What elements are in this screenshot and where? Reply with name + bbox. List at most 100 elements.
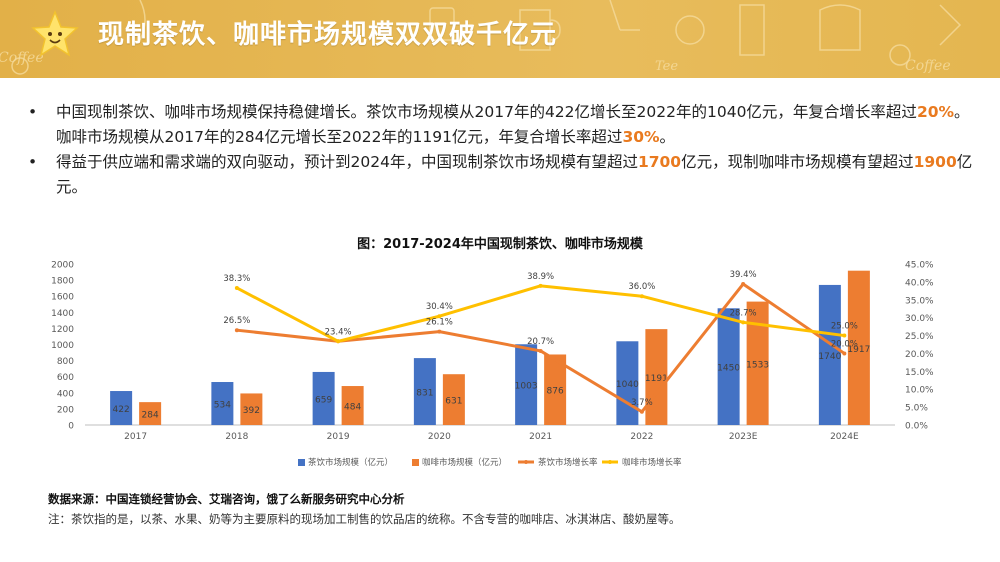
tea-bar	[413, 358, 436, 425]
right-axis-tick-label: 25.0%	[905, 332, 934, 342]
coffee-growth-point	[336, 339, 341, 344]
footnote: 注：茶饮指的是，以茶、水果、奶等为主要原料的现场加工制售的饮品店的统称。不含专营…	[48, 512, 681, 526]
bullet-text: 得益于供应端和需求端的双向驱动，预计到2024年，中国现制茶饮市场规模有望超过1…	[56, 153, 973, 196]
legend-swatch	[298, 459, 305, 466]
coffee-bar-label: 1191	[645, 374, 668, 384]
market-size-chart: 0 200 400 600 800 1000 1200 1400 1600 1800 2000 0.0…	[51, 261, 934, 469]
coffee-growth-point	[437, 314, 442, 319]
bullet-text: 中国现制茶饮、咖啡市场规模保持稳健增长。茶饮市场规模从2017年的422亿增长至…	[56, 103, 970, 146]
left-axis-tick-label: 200	[57, 405, 74, 415]
tea-growth-label: 3.7%	[631, 398, 653, 408]
tea-bar	[818, 284, 841, 425]
coffee-bar-label: 631	[445, 397, 462, 407]
right-axis-tick-label: 35.0%	[905, 296, 934, 306]
chart-title: 图：2017-2024年中国现制茶饮、咖啡市场规模	[357, 237, 643, 252]
legend-label: 茶饮市场增长率	[538, 457, 598, 468]
coffee-growth-label: 23.4%	[325, 327, 352, 337]
coffee-growth-point	[741, 320, 746, 325]
tea-growth-point	[437, 329, 442, 334]
x-axis-tick-label: 2022	[630, 432, 653, 442]
coffee-growth-label: 28.7%	[730, 308, 757, 318]
page-title: 现制茶饮、咖啡市场规模双双破千亿元	[98, 20, 558, 50]
right-axis-tick-label: 15.0%	[905, 368, 934, 378]
coffee-bar-label: 484	[344, 403, 361, 413]
right-axis-tick-label: 30.0%	[905, 314, 934, 324]
left-axis-tick-label: 1200	[51, 325, 74, 335]
left-axis-tick-label: 1000	[51, 341, 74, 351]
tea-bar	[717, 308, 740, 425]
coffee-growth-label: 30.4%	[426, 302, 453, 312]
x-axis-tick-label: 2023E	[729, 432, 758, 442]
bullet-item-2: • 得益于供应端和需求端的双向驱动，预计到2024年，中国现制茶饮市场规模有望超…	[28, 150, 978, 200]
left-axis-tick-label: 2000	[51, 261, 74, 271]
tea-bar-label: 1040	[616, 380, 639, 390]
right-axis-tick-label: 20.0%	[905, 350, 934, 360]
right-axis-tick-label: 0.0%	[905, 422, 928, 432]
tea-bar-label: 1450	[717, 364, 740, 374]
tea-growth-label: 20.0%	[831, 339, 858, 349]
coffee-bar	[544, 354, 567, 425]
tea-growth-label: 26.5%	[223, 316, 250, 326]
x-axis-tick-label: 2021	[529, 432, 552, 442]
tea-growth-point	[741, 282, 746, 287]
left-axis-tick-label: 800	[57, 357, 74, 367]
coffee-bar	[341, 386, 364, 425]
legend-swatch	[412, 459, 419, 466]
left-axis-tick-label: 1400	[51, 309, 74, 319]
bullet-dot: •	[28, 103, 38, 121]
coffee-growth-label: 38.9%	[527, 272, 554, 282]
x-axis-tick-label: 2019	[327, 432, 350, 442]
left-axis-tick-label: 1600	[51, 293, 74, 303]
legend-swatch-point	[608, 460, 612, 464]
coffee-growth-point	[538, 283, 543, 288]
tea-bar-label: 659	[315, 395, 332, 405]
tea-bar-label: 831	[416, 389, 433, 399]
header-banner: Coffee Coffee Tee 现制茶饮、咖啡市场规模双双破千亿元	[0, 0, 1000, 78]
coffee-bar-label: 1533	[746, 360, 769, 370]
tea-growth-point	[842, 351, 847, 356]
legend-swatch-point	[524, 460, 528, 464]
tea-growth-point	[639, 409, 644, 414]
coffee-bar-label: 284	[142, 411, 159, 421]
data-source: 数据来源：中国连锁经营协会、艾瑞咨询，饿了么新服务研究中心分析	[48, 492, 405, 506]
left-axis-tick-label: 0	[68, 422, 74, 432]
right-axis-tick-label: 40.0%	[905, 278, 934, 288]
star-mascot-icon	[31, 10, 79, 57]
coffee-bar	[442, 374, 465, 425]
right-axis-tick-label: 45.0%	[905, 261, 934, 271]
right-axis-tick-label: 10.0%	[905, 386, 934, 396]
right-axis-tick-label: 5.0%	[905, 404, 928, 414]
tea-growth-point	[234, 328, 239, 333]
tea-bar	[110, 391, 133, 425]
coffee-growth-label: 38.3%	[223, 274, 250, 284]
legend-label: 茶饮市场规模（亿元）	[308, 457, 393, 468]
x-axis-tick-label: 2017	[124, 432, 147, 442]
tea-growth-label: 20.7%	[527, 337, 554, 347]
banner-decor-text-2: Coffee	[905, 58, 951, 74]
coffee-bar-label: 1917	[847, 345, 870, 355]
tea-bar-label: 422	[113, 405, 130, 415]
tea-growth-label: 26.1%	[426, 318, 453, 328]
coffee-growth-point	[234, 285, 239, 290]
banner-decor-text-3: Tee	[655, 59, 678, 74]
tea-growth-point	[538, 348, 543, 353]
tea-bar-label: 1003	[515, 382, 538, 392]
tea-bar	[616, 341, 639, 425]
coffee-bar	[746, 301, 769, 425]
left-axis-tick-label: 600	[57, 373, 74, 383]
tea-bar	[312, 371, 335, 425]
coffee-bar-label: 392	[243, 406, 260, 416]
legend-label: 咖啡市场规模（亿元）	[422, 457, 507, 468]
tea-bar	[515, 344, 538, 425]
tea-bar	[211, 382, 234, 425]
coffee-growth-point	[639, 294, 644, 299]
left-axis-tick-label: 400	[57, 389, 74, 399]
tea-bar-label: 534	[214, 401, 231, 411]
bullet-item-1: • 中国现制茶饮、咖啡市场规模保持稳健增长。茶饮市场规模从2017年的422亿增…	[28, 100, 978, 150]
coffee-bar	[139, 402, 162, 425]
banner-decor-text-1: Coffee	[0, 50, 44, 66]
coffee-bar-label: 876	[547, 387, 564, 397]
coffee-bar	[847, 270, 870, 425]
coffee-growth-point	[842, 333, 847, 338]
x-axis-tick-label: 2018	[225, 432, 248, 442]
